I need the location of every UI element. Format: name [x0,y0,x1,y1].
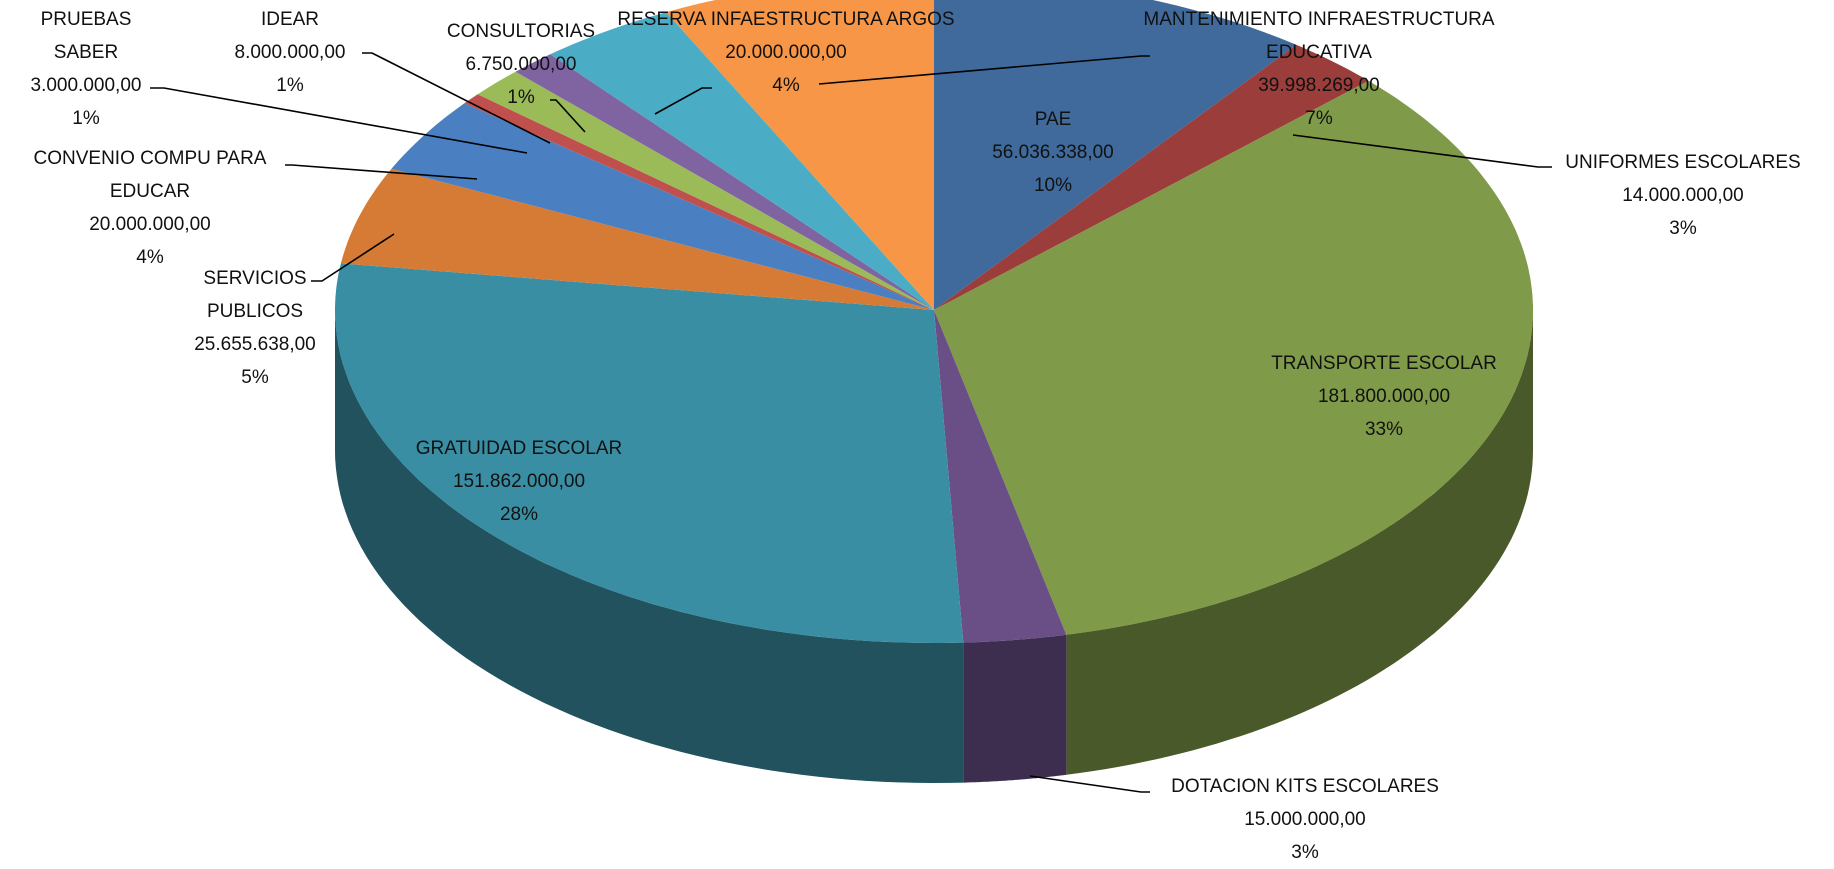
data-label: CONVENIO COMPU PARA EDUCAR 20.000.000,00 4… [0,142,300,274]
slice [934,44,1369,311]
category: RESERVA INFAESTRUCTURA ARGOS [617,9,955,30]
data-label: UNIFORMES ESCOLARES 14.000.000,00 3% [1533,146,1833,245]
value-label: 8.000.000,00 [234,42,346,63]
percent-label: 4% [772,75,800,96]
leader-line [362,52,551,144]
value-label: 181.800.000,00 [1317,386,1451,407]
percent-label: 1% [507,87,535,108]
percent-label: 1% [276,75,304,96]
category: MANTENIMIENTO INFRAESTRUCTURA EDUCATIVA [1143,9,1495,63]
value-label: 25.655.638,00 [194,334,316,355]
value-label: 6.750.000,00 [465,54,577,75]
slice-side-shade [963,634,1067,783]
percent-label: 1% [72,108,100,129]
category: CONVENIO COMPU PARA EDUCAR [33,148,267,202]
category: GRATUIDAD ESCOLAR [415,438,623,459]
data-label: GRATUIDAD ESCOLAR 151.862.000,00 28% [369,432,669,531]
leader-line [285,164,478,180]
category: CONSULTORIAS [446,21,596,42]
value-label: 20.000.000,00 [725,42,847,63]
leader-line [1292,134,1552,168]
data-label: IDEAR 8.000.000,00 1% [205,3,375,102]
data-label: MANTENIMIENTO INFRAESTRUCTURA EDUCATIVA 3… [1139,3,1499,135]
data-label: CONSULTORIAS 6.750.000,00 1% [431,15,611,114]
slice [340,168,934,310]
slice [464,94,934,310]
leader-line [150,87,528,154]
value-label: 3.000.000,00 [30,75,142,96]
slice [934,310,1067,643]
category: DOTACION KITS ESCOLARES [1171,776,1439,797]
percent-label: 10% [1033,175,1073,196]
slice-side-shade [1066,310,1533,775]
slice-side-shade [335,310,964,783]
category: PAE [1034,109,1072,130]
percent-label: 28% [499,504,539,525]
leader-line [311,233,395,282]
slice [934,0,1297,310]
data-label: RESERVA INFAESTRUCTURA ARGOS 20.000.000,0… [616,3,956,102]
slice-tops [335,0,1533,643]
value-label: 56.036.338,00 [992,142,1114,163]
leader-line [818,55,1150,85]
data-label: TRANSPORTE ESCOLAR 181.800.000,00 33% [1234,347,1534,446]
slice [550,12,934,310]
slice [477,71,934,310]
slice [391,103,934,310]
category: UNIFORMES ESCOLARES [1565,152,1801,173]
slice [335,263,964,643]
percent-label: 5% [241,367,269,388]
slice [934,80,1533,635]
category: SERVICIOS PUBLICOS [203,268,307,322]
data-label: SERVICIOS PUBLICOS 25.655.638,00 5% [190,262,320,394]
data-label: DOTACION KITS ESCOLARES 15.000.000,00 3% [1145,770,1465,869]
slice-side [335,310,964,783]
value-label: 15.000.000,00 [1244,809,1366,830]
value-label: 39.998.269,00 [1258,75,1380,96]
slice [515,54,934,310]
value-label: 20.000.000,00 [89,214,211,235]
category: IDEAR [260,9,320,30]
percent-label: 4% [136,247,164,268]
slice-sides [335,310,1533,783]
data-label: PAE 56.036.338,00 10% [953,103,1153,202]
value-label: 14.000.000,00 [1622,185,1744,206]
category: TRANSPORTE ESCOLAR [1271,353,1497,374]
leader-line [654,87,712,115]
percent-label: 3% [1669,218,1697,239]
data-label: PRUEBAS SABER 3.000.000,00 1% [21,3,151,135]
category: PRUEBAS SABER [40,9,132,63]
percent-label: 3% [1291,842,1319,863]
slice-side [1066,310,1533,775]
slice [666,0,934,310]
leader-line [1029,775,1150,793]
percent-label: 7% [1305,108,1333,129]
percent-label: 33% [1364,419,1404,440]
leader-line [550,99,586,133]
value-label: 151.862.000,00 [452,471,586,492]
slice-side [963,634,1067,783]
